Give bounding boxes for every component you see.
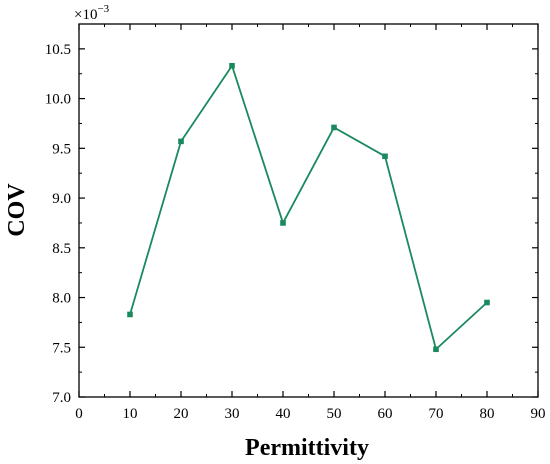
x-tick-label: 70: [429, 406, 444, 422]
minor-ticks: [79, 23, 538, 397]
x-tick-label: 60: [378, 406, 393, 422]
data-point: [229, 62, 235, 69]
x-tick-label: 20: [174, 406, 189, 422]
y-tick-label: 9.0: [52, 191, 71, 207]
x-axis-ticks: 0 10 20 30 40 50 60 70 80 90: [75, 24, 546, 422]
plot-border: [78, 23, 539, 398]
y-tick-label: 8.5: [52, 241, 71, 257]
y-axis-exponent: ×10−3: [74, 3, 110, 23]
y-axis-label: COV: [4, 183, 30, 237]
x-tick-label: 0: [75, 406, 83, 422]
series-layer: [127, 62, 490, 353]
x-tick-label: 10: [123, 406, 138, 422]
data-point: [433, 346, 439, 353]
y-tick-label: 8.0: [52, 291, 71, 307]
x-tick-label: 40: [276, 406, 291, 422]
data-point: [280, 220, 286, 226]
y-axis-exponent-power: −3: [97, 3, 109, 15]
x-tick-label: 80: [480, 406, 495, 422]
y-tick-label: 9.5: [52, 141, 71, 157]
y-tick-label: 7.0: [52, 390, 71, 406]
data-point: [178, 138, 184, 145]
x-tick-label: 50: [327, 406, 342, 422]
data-point: [382, 153, 388, 160]
y-tick-label: 7.5: [52, 340, 71, 356]
x-tick-label: 30: [225, 406, 240, 422]
y-axis-exponent-base: ×10: [74, 7, 97, 23]
plot-frame: [78, 23, 539, 398]
data-point: [331, 124, 337, 131]
series-line: [129, 64, 488, 351]
y-tick-label: 10.5: [45, 42, 71, 58]
data-point: [127, 311, 133, 318]
y-tick-label: 10.0: [45, 92, 71, 108]
y-axis-ticks: 7.0 7.5 8.0 8.5 9.0 9.5 10.0 10.5: [45, 42, 538, 406]
data-point: [484, 299, 490, 306]
x-axis-label: Permittivity: [245, 435, 369, 461]
x-tick-label: 90: [531, 406, 546, 422]
